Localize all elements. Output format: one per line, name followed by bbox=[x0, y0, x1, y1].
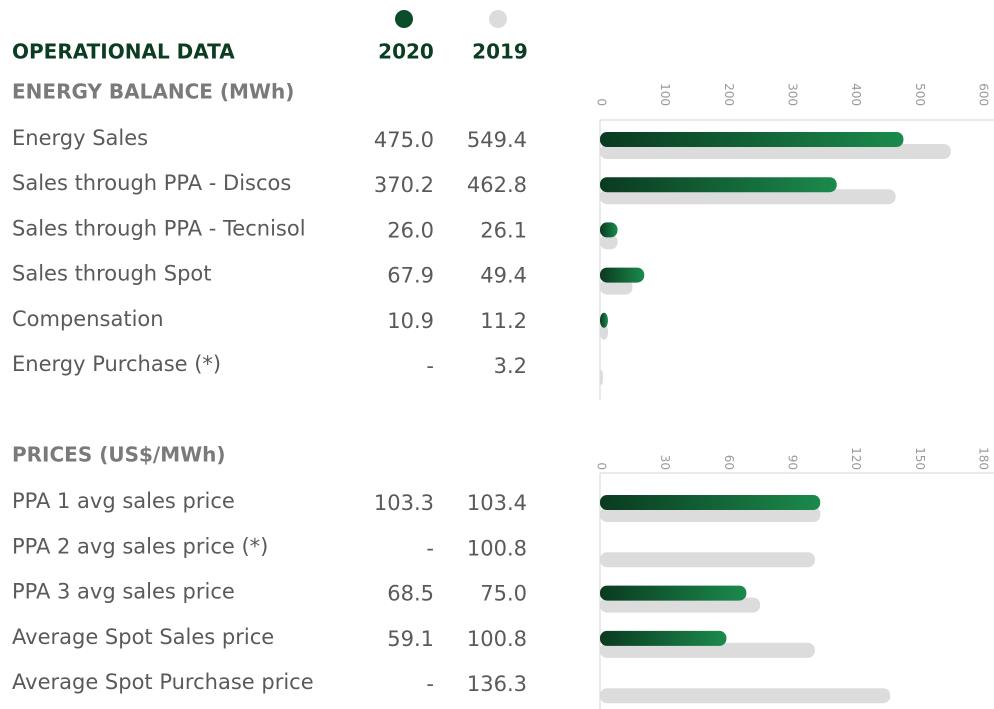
x-tick-label: 120 bbox=[849, 447, 863, 470]
x-tick-label: 0 bbox=[595, 462, 609, 470]
legend-dot bbox=[489, 10, 507, 28]
bar bbox=[600, 370, 604, 385]
value-label: 370.2 bbox=[374, 173, 434, 197]
value-label: 136.3 bbox=[467, 672, 527, 696]
value-label: 3.2 bbox=[494, 354, 527, 378]
value-label: 103.4 bbox=[467, 491, 527, 515]
row-label: Sales through Spot bbox=[12, 262, 212, 286]
value-label: 59.1 bbox=[387, 627, 434, 651]
bar bbox=[600, 552, 815, 568]
bar bbox=[600, 267, 645, 283]
row-label: Sales through PPA - Discos bbox=[12, 171, 291, 195]
column-header: 2020 bbox=[378, 40, 434, 64]
x-tick-label: 600 bbox=[977, 83, 991, 106]
x-tick-label: 100 bbox=[658, 83, 672, 106]
x-tick-label: 60 bbox=[722, 455, 736, 470]
bar bbox=[600, 585, 747, 601]
value-label: 68.5 bbox=[387, 582, 434, 606]
row-label: PPA 3 avg sales price bbox=[12, 580, 235, 604]
x-tick-label: 400 bbox=[849, 83, 863, 106]
bar bbox=[600, 507, 821, 522]
value-label: 75.0 bbox=[480, 582, 527, 606]
x-tick-label: 300 bbox=[786, 83, 800, 106]
value-label: 462.8 bbox=[467, 173, 527, 197]
x-tick-label: 90 bbox=[786, 455, 800, 470]
row-label: Energy Purchase (*) bbox=[12, 352, 221, 376]
value-label: - bbox=[426, 672, 434, 696]
row-label: Compensation bbox=[12, 307, 164, 331]
section-title: PRICES (US$/MWh) bbox=[12, 443, 226, 467]
value-label: 26.1 bbox=[480, 218, 527, 242]
value-label: 26.0 bbox=[387, 218, 434, 242]
heading: OPERATIONAL DATA bbox=[12, 40, 235, 64]
legend-dot bbox=[395, 10, 413, 28]
x-tick-label: 180 bbox=[977, 447, 991, 470]
bar bbox=[600, 495, 821, 510]
bar bbox=[600, 132, 904, 147]
value-label: - bbox=[426, 354, 434, 378]
section-title: ENERGY BALANCE (MWh) bbox=[12, 80, 294, 104]
value-label: 49.4 bbox=[480, 264, 527, 288]
row-label: Average Spot Sales price bbox=[12, 625, 274, 649]
bar bbox=[600, 597, 761, 613]
bar bbox=[600, 144, 951, 159]
value-label: 475.0 bbox=[374, 128, 434, 152]
row-label: Energy Sales bbox=[12, 126, 148, 150]
bar bbox=[600, 222, 618, 238]
value-label: 100.8 bbox=[467, 627, 527, 651]
bar bbox=[600, 177, 837, 193]
x-tick-label: 150 bbox=[913, 447, 927, 470]
bar bbox=[600, 312, 608, 328]
x-tick-label: 200 bbox=[722, 83, 736, 106]
value-label: - bbox=[426, 536, 434, 560]
value-label: 549.4 bbox=[467, 128, 527, 152]
bar bbox=[600, 630, 727, 646]
row-label: PPA 1 avg sales price bbox=[12, 489, 235, 513]
value-label: 11.2 bbox=[480, 309, 527, 333]
row-label: PPA 2 avg sales price (*) bbox=[12, 534, 268, 558]
x-tick-label: 500 bbox=[913, 83, 927, 106]
bar bbox=[600, 688, 891, 704]
value-label: 67.9 bbox=[387, 264, 434, 288]
value-label: 100.8 bbox=[467, 536, 527, 560]
x-tick-label: 30 bbox=[658, 455, 672, 470]
bar bbox=[600, 234, 618, 250]
bar bbox=[600, 642, 815, 658]
column-header: 2019 bbox=[472, 40, 528, 64]
bar bbox=[600, 324, 609, 340]
row-label: Sales through PPA - Tecnisol bbox=[12, 216, 306, 240]
row-label: Average Spot Purchase price bbox=[12, 670, 314, 694]
bar bbox=[600, 189, 896, 205]
x-tick-label: 0 bbox=[595, 98, 609, 106]
value-label: 103.3 bbox=[374, 491, 434, 515]
bar bbox=[600, 279, 633, 295]
value-label: 10.9 bbox=[387, 309, 434, 333]
